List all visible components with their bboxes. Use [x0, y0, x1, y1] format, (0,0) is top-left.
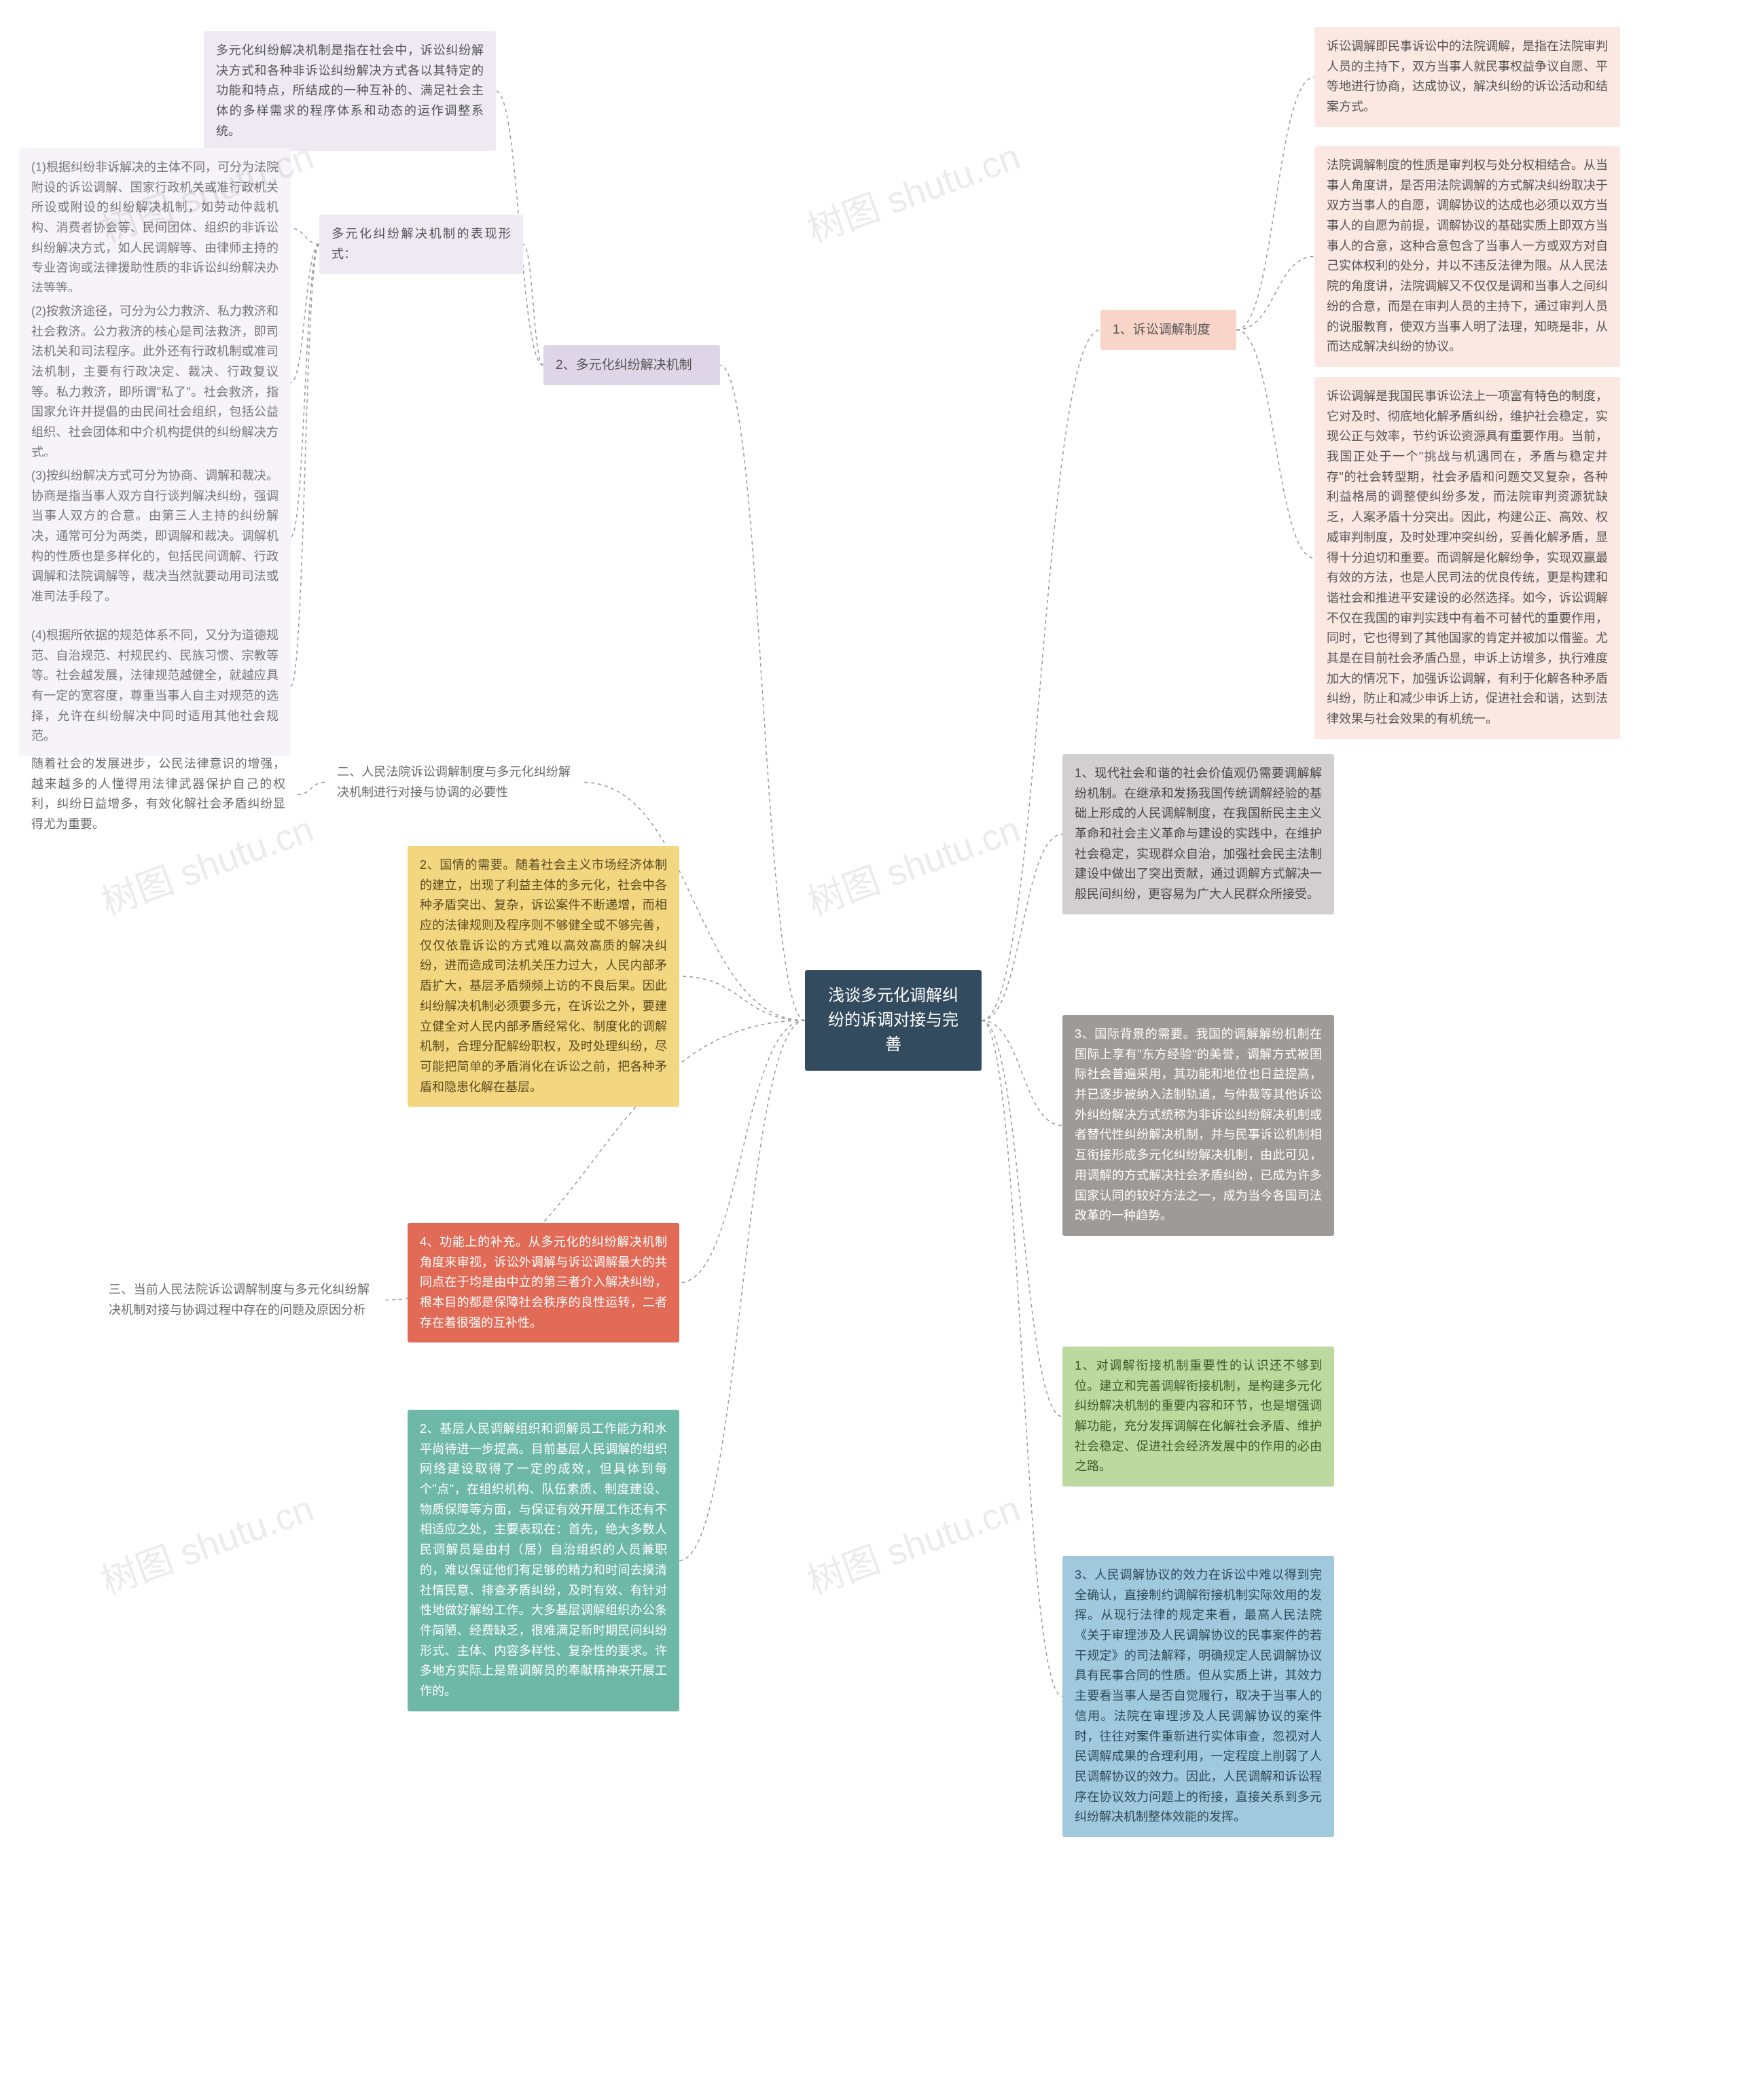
node-l2b2: (2)按救济途径，可分为公力救济、私力救济和社会救济。公力救济的核心是司法救济，…	[19, 292, 291, 473]
node-sec2a: 随着社会的发展进步，公民法律意识的增强，越来越多的人懂得用法律武器保护自己的权利…	[19, 745, 298, 844]
node-l2b3: (3)按纠纷解决方式可分为协商、调解和裁决。协商是指当事人双方自行谈判解决纠纷，…	[19, 457, 291, 617]
connector	[1236, 77, 1314, 330]
node-l2b: 多元化纠纷解决机制的表现形式：	[319, 215, 523, 274]
node-sec2: 二、人民法院诉讼调解制度与多元化纠纷解决机制进行对接与协调的必要性	[325, 753, 583, 812]
connector	[679, 1020, 805, 1283]
node-r1c: 诉讼调解是我国民事诉讼法上一项富有特色的制度，它对及时、彻底地化解矛盾纠纷，维护…	[1314, 377, 1620, 739]
connector	[720, 366, 805, 1021]
connector	[982, 330, 1100, 1021]
node-sec3: 三、当前人民法院诉讼调解制度与多元化纠纷解决机制对接与协调过程中存在的问题及原因…	[96, 1270, 382, 1330]
node-r1b: 法院调解制度的性质是审判权与处分权相结合。从当事人角度讲，是否用法院调解的方式解…	[1314, 146, 1620, 367]
watermark: 树图 shutu.cn	[799, 1478, 1026, 1605]
node-rA4: 4、功能上的补充。从多元化的纠纷解决机制角度来审视，诉讼外调解与诉讼调解最大的共…	[408, 1223, 679, 1342]
connector	[1236, 330, 1314, 558]
connector	[291, 228, 319, 245]
watermark: 树图 shutu.cn	[799, 126, 1026, 253]
connector	[982, 834, 1062, 1020]
connector	[982, 1020, 1062, 1126]
connector	[291, 245, 319, 687]
node-rB1: 1、对调解衔接机制重要性的认识还不够到位。建立和完善调解衔接机制，是构建多元化纠…	[1062, 1347, 1334, 1487]
connector	[1236, 257, 1314, 330]
node-rB2: 2、基层人民调解组织和调解员工作能力和水平尚待进一步提高。目前基层人民调解的组织…	[408, 1410, 679, 1711]
connector	[982, 1020, 1062, 1417]
connector	[291, 245, 319, 537]
connector	[982, 1020, 1062, 1696]
connector	[523, 245, 543, 366]
node-l2: 2、多元化纠纷解决机制	[543, 345, 720, 385]
watermark: 树图 shutu.cn	[799, 799, 1026, 925]
connector	[679, 1020, 805, 1561]
node-l2b4: (4)根据所依据的规范体系不同，又分为道德规范、自治规范、村规民约、民族习惯、宗…	[19, 616, 291, 756]
node-rA2: 2、国情的需要。随着社会主义市场经济体制的建立，出现了利益主体的多元化，社会中各…	[408, 846, 679, 1107]
watermark: 树图 shutu.cn	[92, 1478, 319, 1605]
node-rB3: 3、人民调解协议的效力在诉讼中难以得到完全确认，直接制约调解衔接机制实际效用的发…	[1062, 1556, 1334, 1837]
node-rA3: 3、国际背景的需要。我国的调解解纷机制在国际上享有"东方经验"的美誉，调解方式被…	[1062, 1015, 1334, 1236]
node-r1a: 诉讼调解即民事诉讼中的法院调解，是指在法院审判人员的主持下，双方当事人就民事权益…	[1314, 27, 1620, 127]
node-rA1: 1、现代社会和谐的社会价值观仍需要调解解纷机制。在继承和发扬我国传统调解经验的基…	[1062, 754, 1334, 914]
root-node: 浅谈多元化调解纠纷的诉调对接与完善	[805, 970, 982, 1071]
connector	[298, 783, 325, 795]
node-l2b1: (1)根据纠纷非诉解决的主体不同，可分为法院附设的诉讼调解、国家行政机关或准行政…	[19, 148, 291, 308]
node-r1: 1、诉讼调解制度	[1100, 310, 1236, 350]
connector	[679, 976, 805, 1020]
node-l2a: 多元化纠纷解决机制是指在社会中，诉讼纠纷解决方式和各种非诉讼纠纷解决方式各以其特…	[204, 31, 496, 151]
connector	[291, 245, 319, 383]
